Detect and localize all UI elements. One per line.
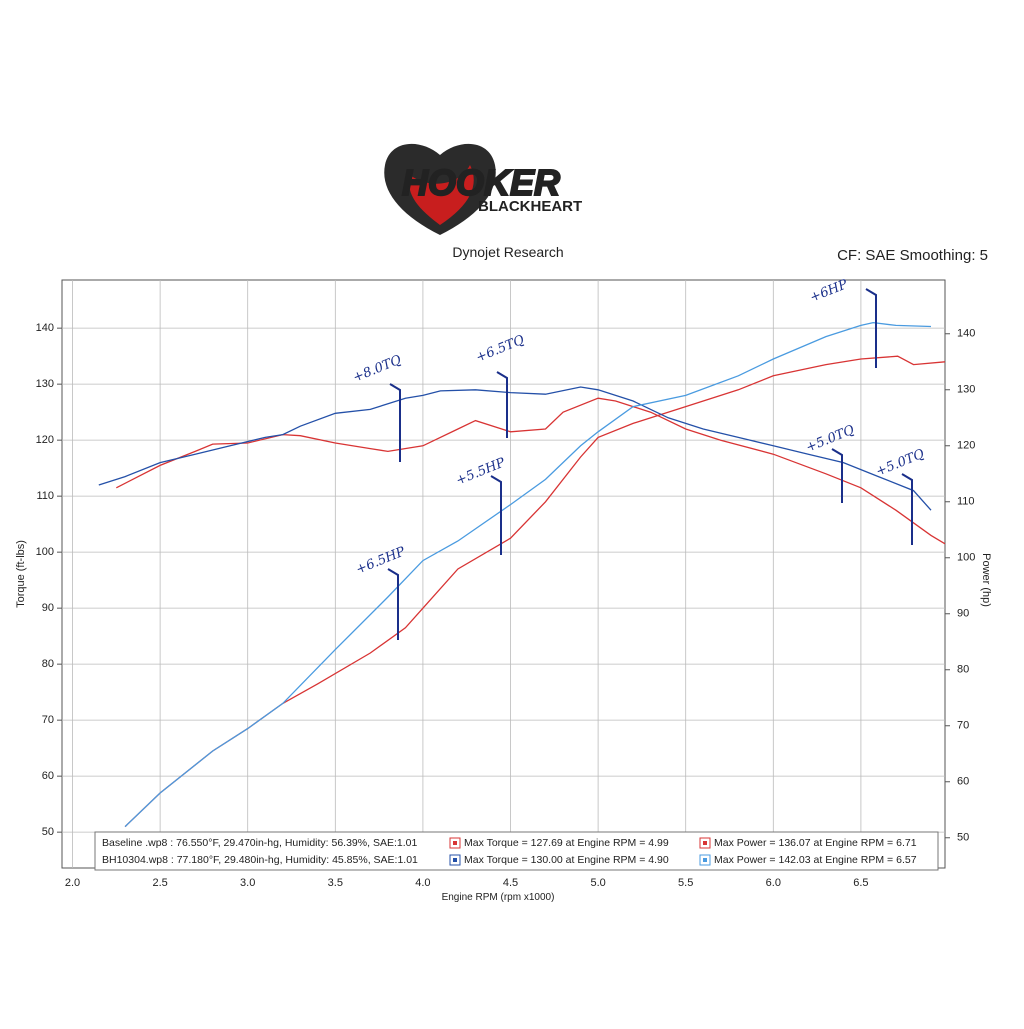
x-tick-label: 3.5 xyxy=(328,877,343,889)
legend-box xyxy=(94,831,939,871)
x-tick-label: 6.5 xyxy=(853,877,868,889)
y-tick-label: 140 xyxy=(36,322,54,334)
y2-tick-label: 110 xyxy=(957,496,975,508)
series-line xyxy=(116,397,946,545)
annotation-line xyxy=(865,288,877,368)
x-axis-label: Engine RPM (rpm x1000) xyxy=(442,892,555,903)
legend-entry: Max Power = 142.03 at Engine RPM = 6.57 xyxy=(714,854,917,866)
legend-swatch-inner xyxy=(703,841,707,845)
x-tick-label: 6.0 xyxy=(766,877,781,889)
legend-run: Baseline .wp8 : 76.550°F, 29.470in-hg, H… xyxy=(102,837,417,849)
y-axis-label: Torque (ft-lbs) xyxy=(15,540,27,608)
annotation-line xyxy=(496,371,508,438)
legend-swatch-inner xyxy=(453,841,457,845)
logo-brand: HOOKER xyxy=(402,162,560,203)
annotation: +5.5HP xyxy=(454,455,508,488)
y2-tick-label: 70 xyxy=(957,720,969,732)
annotation-line xyxy=(831,448,843,503)
y2-tick-label: 50 xyxy=(957,832,969,844)
plot-frame xyxy=(61,279,946,869)
series-line xyxy=(98,386,932,511)
x-tick-label: 4.5 xyxy=(503,877,518,889)
x-tick-label: 5.5 xyxy=(678,877,693,889)
y-tick-label: 70 xyxy=(42,714,54,726)
y2-tick-label: 120 xyxy=(957,440,975,452)
logo-flame xyxy=(409,165,474,225)
annotation: +5.0TQ xyxy=(804,423,857,456)
x-tick-label: 4.0 xyxy=(415,877,430,889)
y2-tick-label: 90 xyxy=(957,608,969,620)
series-line xyxy=(124,321,932,828)
y2-tick-label: 80 xyxy=(957,664,969,676)
y-tick-label: 110 xyxy=(36,490,54,502)
y2-axis-label: Power (hp) xyxy=(980,553,992,607)
legend-entry: Max Torque = 127.69 at Engine RPM = 4.99 xyxy=(464,837,669,849)
logo: HOOKER BLACKHEART xyxy=(384,143,582,235)
annotation: +6.5HP xyxy=(354,544,408,577)
annotation-line xyxy=(901,473,913,545)
y2-tick-label: 60 xyxy=(957,776,969,788)
y2-tick-label: 100 xyxy=(957,552,975,564)
annotation-line xyxy=(389,383,401,462)
x-tick-label: 5.0 xyxy=(590,877,605,889)
x-tick-label: 3.0 xyxy=(240,877,255,889)
annotation: +6.5TQ xyxy=(474,333,527,366)
y-tick-label: 90 xyxy=(42,602,54,614)
y2-tick-label: 140 xyxy=(957,328,975,340)
x-tick-label: 2.5 xyxy=(152,877,167,889)
x-tick-label: 2.0 xyxy=(65,877,80,889)
annotation-line xyxy=(490,475,502,555)
legend-entry: Max Power = 136.07 at Engine RPM = 6.71 xyxy=(714,837,917,849)
legend-run: BH10304.wp8 : 77.180°F, 29.480in-hg, Hum… xyxy=(102,854,418,866)
y-tick-label: 120 xyxy=(36,434,54,446)
y2-tick-label: 130 xyxy=(957,384,975,396)
annotation: +8.0TQ xyxy=(351,353,404,386)
y-tick-label: 100 xyxy=(36,546,54,558)
annotation: +6HP xyxy=(808,277,850,306)
y-tick-label: 80 xyxy=(42,658,54,670)
annotation: +5.0TQ xyxy=(874,447,927,480)
y-tick-label: 60 xyxy=(42,770,54,782)
legend-entry: Max Torque = 130.00 at Engine RPM = 4.90 xyxy=(464,854,669,866)
legend-swatch-inner xyxy=(453,858,457,862)
chart-subtitle: CF: SAE Smoothing: 5 xyxy=(837,247,988,264)
legend-swatch-inner xyxy=(703,858,707,862)
chart-title: Dynojet Research xyxy=(452,244,563,260)
logo-sub-brand: BLACKHEART xyxy=(478,198,582,215)
annotation-line xyxy=(387,568,399,640)
y-tick-label: 130 xyxy=(36,378,54,390)
y-tick-label: 50 xyxy=(42,826,54,838)
